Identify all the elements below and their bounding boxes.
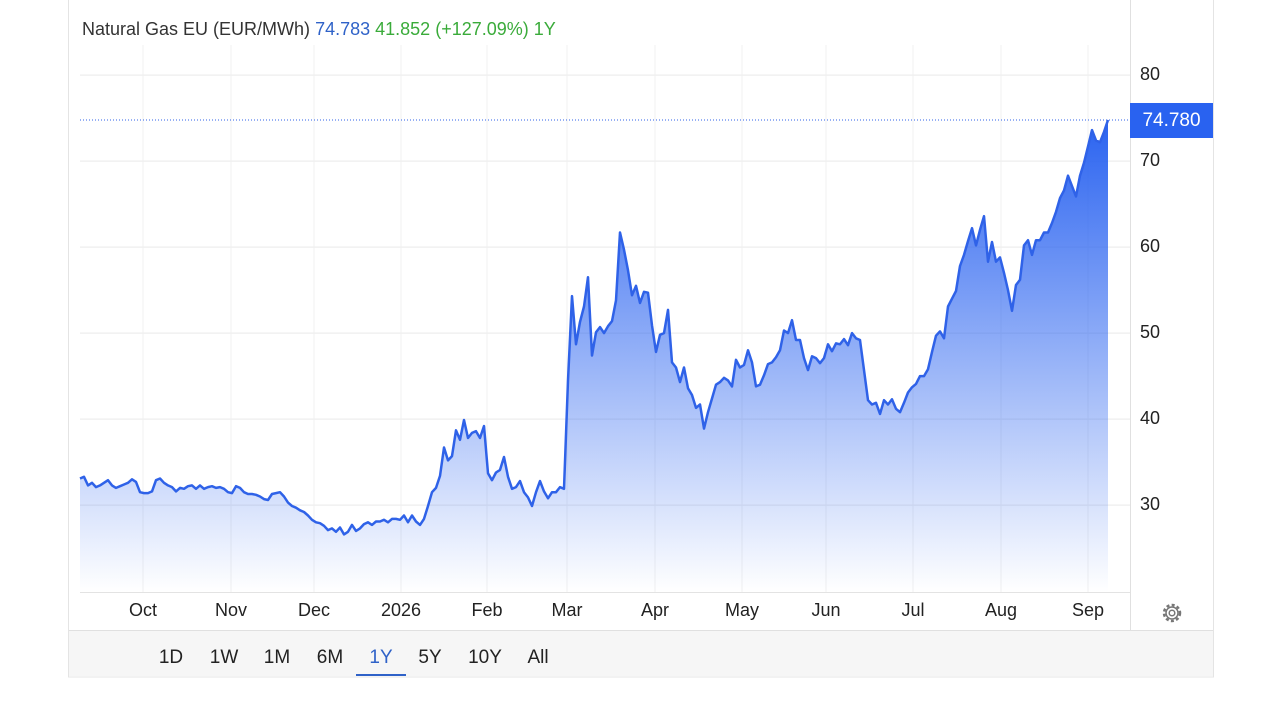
y-tick-label: 70 bbox=[1140, 150, 1160, 170]
range-button[interactable]: 6M bbox=[317, 647, 343, 668]
x-tick-label: Jun bbox=[811, 600, 840, 620]
x-tick-label: Feb bbox=[471, 600, 502, 620]
x-tick-label: Jul bbox=[901, 600, 924, 620]
chart-title: Natural Gas EU (EUR/MWh) bbox=[82, 19, 310, 39]
toolbar-bg bbox=[69, 630, 1213, 676]
y-tick-label: 60 bbox=[1140, 236, 1160, 256]
header: Natural Gas EU (EUR/MWh) 74.783 41.852 (… bbox=[82, 19, 556, 39]
x-tick-label: Apr bbox=[641, 600, 669, 620]
price-tag-label: 74.780 bbox=[1142, 110, 1200, 131]
price-tag bbox=[1130, 102, 1213, 138]
card-frame bbox=[68, 0, 1214, 678]
x-tick-label: Nov bbox=[215, 600, 247, 620]
range-button[interactable]: 1Y bbox=[369, 647, 393, 668]
settings-icon[interactable] bbox=[1162, 603, 1182, 623]
x-tick-label: Mar bbox=[552, 600, 583, 620]
x-tick-label: Oct bbox=[129, 600, 157, 620]
x-tick-label: 2026 bbox=[381, 600, 421, 620]
range-button[interactable]: 5Y bbox=[418, 647, 442, 668]
y-tick-label: 30 bbox=[1140, 494, 1160, 514]
x-tick-label: Sep bbox=[1072, 600, 1104, 620]
period: 1Y bbox=[534, 19, 556, 39]
y-tick-label: 40 bbox=[1140, 408, 1160, 428]
price: 74.783 bbox=[315, 19, 370, 39]
area-fill bbox=[80, 120, 1108, 592]
y-tick-label: 50 bbox=[1140, 322, 1160, 342]
change: 41.852 bbox=[375, 19, 430, 39]
x-tick-label: Dec bbox=[298, 600, 330, 620]
range-button[interactable]: 1M bbox=[264, 647, 290, 668]
range-button[interactable]: 1W bbox=[210, 647, 239, 668]
x-tick-label: May bbox=[725, 600, 759, 620]
change-pct: (+127.09%) bbox=[435, 19, 529, 39]
price-line bbox=[79, 119, 1110, 536]
range-button[interactable]: 10Y bbox=[468, 647, 502, 668]
x-tick-label: Aug bbox=[985, 600, 1017, 620]
y-tick-label: 80 bbox=[1140, 64, 1160, 84]
range-button[interactable]: 1D bbox=[159, 647, 183, 668]
range-active-underline bbox=[356, 674, 406, 676]
range-button[interactable]: All bbox=[527, 647, 548, 668]
